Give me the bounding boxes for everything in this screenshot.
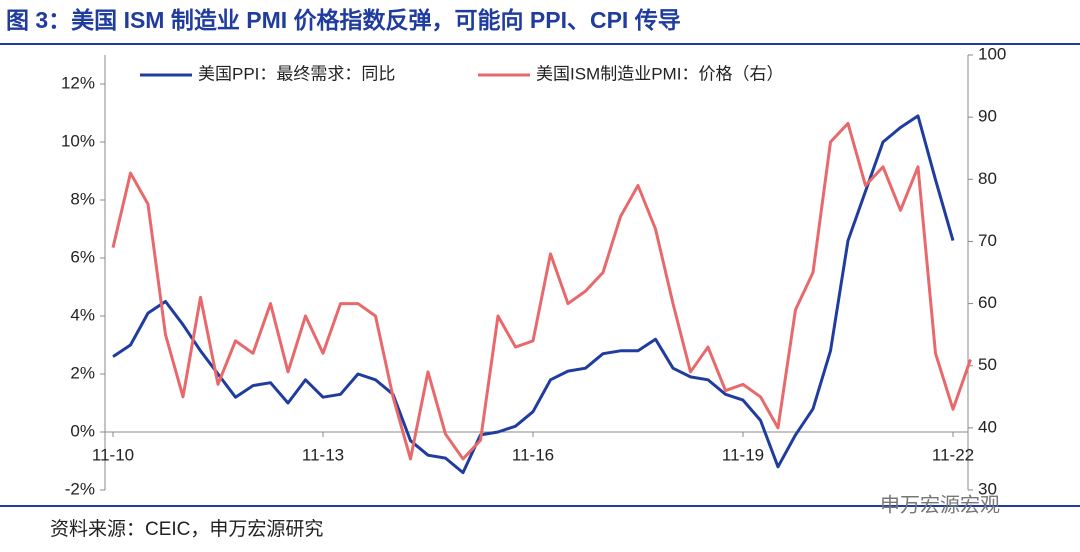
- x-tick-label: 11-13: [302, 445, 344, 464]
- series-line: [111, 121, 972, 461]
- legend-label: 美国ISM制造业PMI：价格（右）: [536, 64, 783, 83]
- source: 资料来源：CEIC，申万宏源研究: [50, 518, 323, 540]
- y2-tick-label: 70: [978, 231, 997, 250]
- y-tick-label: 0%: [70, 421, 95, 440]
- y2-tick-label: 30: [978, 479, 997, 498]
- y-tick-label: 8%: [70, 189, 95, 208]
- y-tick-label: 4%: [70, 305, 95, 324]
- y2-tick-label: 90: [978, 107, 997, 126]
- y2-tick-label: 60: [978, 293, 997, 312]
- y-tick-label: 12%: [61, 73, 95, 92]
- x-tick-label: 11-16: [512, 445, 554, 464]
- y2-tick-label: 80: [978, 169, 997, 188]
- x-tick-label: 11-22: [932, 445, 974, 464]
- y-tick-label: 2%: [70, 363, 95, 382]
- watermark: 申万宏源宏观: [880, 493, 1000, 516]
- y2-tick-label: 50: [978, 355, 997, 374]
- y2-tick-label: 100: [978, 44, 1006, 63]
- series-line: [112, 114, 955, 475]
- legend-label: 美国PPI：最终需求：同比: [198, 64, 395, 83]
- y-tick-label: -2%: [65, 479, 95, 498]
- y2-tick-label: 40: [978, 417, 997, 436]
- y-tick-label: 6%: [70, 247, 95, 266]
- chart-title: 图 3：美国 ISM 制造业 PMI 价格指数反弹，可能向 PPI、CPI 传导: [6, 7, 681, 33]
- y-tick-label: 10%: [61, 131, 95, 150]
- x-tick-label: 11-19: [722, 445, 764, 464]
- x-tick-label: 11-10: [92, 445, 134, 464]
